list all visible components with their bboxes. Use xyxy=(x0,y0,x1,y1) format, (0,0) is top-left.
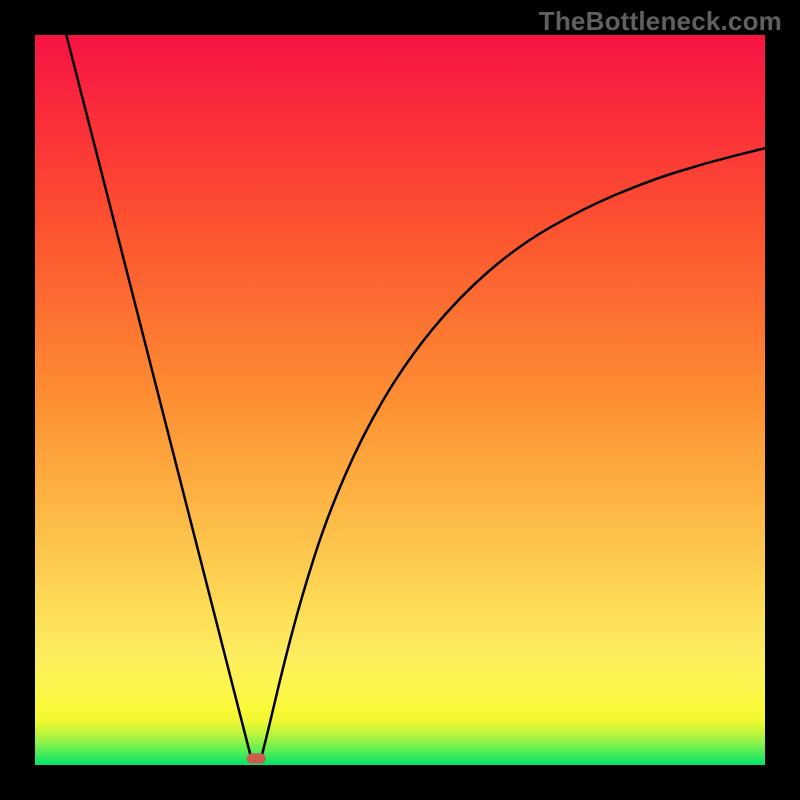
chart-svg xyxy=(35,35,765,765)
gradient-background xyxy=(35,35,765,765)
chart-frame: TheBottleneck.com xyxy=(0,0,800,800)
watermark-text: TheBottleneck.com xyxy=(539,6,782,37)
plot-area xyxy=(35,35,765,765)
minimum-marker xyxy=(247,753,266,763)
